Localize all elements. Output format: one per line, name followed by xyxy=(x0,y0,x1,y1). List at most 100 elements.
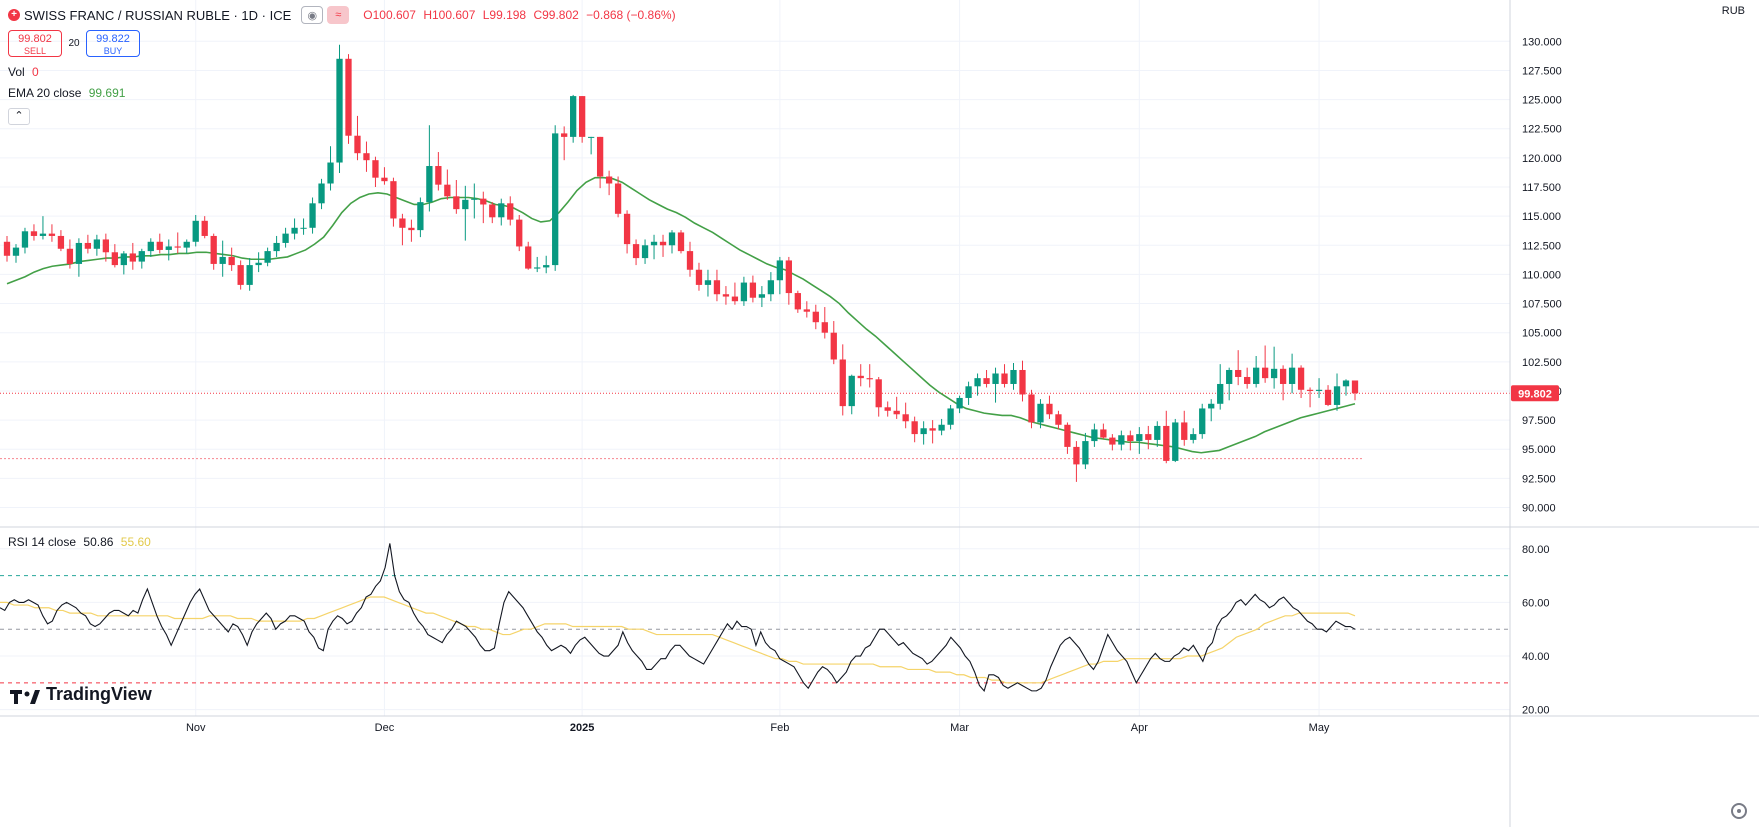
candle[interactable] xyxy=(758,286,766,308)
candle[interactable] xyxy=(138,248,145,269)
candle[interactable] xyxy=(93,234,101,256)
candle[interactable] xyxy=(1100,423,1107,439)
candle[interactable] xyxy=(237,260,244,290)
candle[interactable] xyxy=(1306,387,1314,408)
candle[interactable] xyxy=(525,241,532,270)
candle[interactable] xyxy=(1190,428,1197,444)
candle[interactable] xyxy=(830,321,837,365)
candle[interactable] xyxy=(66,239,74,269)
candle[interactable] xyxy=(1324,385,1332,407)
candle[interactable] xyxy=(902,402,909,429)
candle[interactable] xyxy=(713,269,721,302)
candle[interactable] xyxy=(1064,422,1071,454)
candle[interactable] xyxy=(1163,410,1170,464)
candle[interactable] xyxy=(677,230,685,254)
candle[interactable] xyxy=(938,418,945,436)
candle[interactable] xyxy=(48,224,56,242)
candle[interactable] xyxy=(812,304,819,330)
candle[interactable] xyxy=(102,233,109,262)
candle[interactable] xyxy=(417,197,424,238)
candle[interactable] xyxy=(111,244,118,268)
candle[interactable] xyxy=(75,238,83,277)
candle[interactable] xyxy=(1127,430,1134,451)
candle[interactable] xyxy=(965,381,972,405)
candle[interactable] xyxy=(659,234,667,257)
wave-icon[interactable]: ≈ xyxy=(327,6,350,24)
candle[interactable] xyxy=(354,115,361,161)
candle[interactable] xyxy=(650,234,658,260)
candle[interactable] xyxy=(857,364,864,387)
candle[interactable] xyxy=(489,202,496,224)
candle[interactable] xyxy=(686,241,694,277)
candle[interactable] xyxy=(1019,360,1026,402)
candle[interactable] xyxy=(426,125,433,212)
candle[interactable] xyxy=(255,252,262,273)
candle[interactable] xyxy=(929,420,936,444)
candle[interactable] xyxy=(345,54,352,144)
candle[interactable] xyxy=(794,290,801,313)
candle[interactable] xyxy=(570,94,577,143)
candle[interactable] xyxy=(1288,353,1296,394)
candle[interactable] xyxy=(1333,373,1341,411)
candle[interactable] xyxy=(1145,425,1152,450)
candle[interactable] xyxy=(1001,364,1008,388)
candle[interactable] xyxy=(534,256,541,273)
candle[interactable] xyxy=(884,401,891,417)
candle[interactable] xyxy=(246,258,253,291)
candle[interactable] xyxy=(623,210,631,254)
candle[interactable] xyxy=(695,262,703,291)
candle[interactable] xyxy=(1109,434,1116,451)
candle[interactable] xyxy=(641,239,649,264)
candle[interactable] xyxy=(1279,365,1287,401)
candle[interactable] xyxy=(219,240,226,277)
candle[interactable] xyxy=(543,255,550,274)
candle[interactable] xyxy=(767,272,775,302)
candle[interactable] xyxy=(210,233,217,270)
candle[interactable] xyxy=(579,96,586,143)
candle[interactable] xyxy=(516,214,523,252)
candle[interactable] xyxy=(3,235,11,262)
candle[interactable] xyxy=(192,214,199,247)
candle[interactable] xyxy=(390,177,397,227)
candle[interactable] xyxy=(1270,346,1278,389)
candle[interactable] xyxy=(282,227,289,248)
candle[interactable] xyxy=(920,421,927,445)
settings-icon[interactable] xyxy=(1731,803,1747,819)
candle[interactable] xyxy=(1181,410,1188,446)
candle[interactable] xyxy=(183,239,190,254)
candle[interactable] xyxy=(327,146,334,191)
candle[interactable] xyxy=(156,233,163,254)
candle[interactable] xyxy=(408,219,415,242)
candle[interactable] xyxy=(273,235,280,257)
candle[interactable] xyxy=(1351,380,1359,401)
candle[interactable] xyxy=(893,396,900,419)
candle[interactable] xyxy=(821,307,828,339)
candle[interactable] xyxy=(57,230,65,252)
candle[interactable] xyxy=(1037,399,1044,429)
candle[interactable] xyxy=(381,167,388,185)
candle[interactable] xyxy=(875,376,882,417)
candle[interactable] xyxy=(1010,362,1017,390)
candle[interactable] xyxy=(1342,379,1350,396)
candle[interactable] xyxy=(1154,421,1161,447)
buy-button[interactable]: 99.822 BUY xyxy=(86,30,140,57)
candle[interactable] xyxy=(561,126,568,161)
candle[interactable] xyxy=(399,213,406,246)
candle[interactable] xyxy=(587,136,595,155)
candle[interactable] xyxy=(1082,432,1089,470)
currency-label[interactable]: RUB xyxy=(1721,5,1745,17)
candle[interactable] xyxy=(552,125,559,271)
candle[interactable] xyxy=(309,197,316,234)
candle[interactable] xyxy=(983,369,990,388)
candle[interactable] xyxy=(1055,410,1062,430)
candle[interactable] xyxy=(336,44,343,174)
candle[interactable] xyxy=(201,216,208,239)
candle[interactable] xyxy=(291,218,298,240)
candle[interactable] xyxy=(507,196,514,226)
candle[interactable] xyxy=(1028,389,1035,429)
candle[interactable] xyxy=(1217,364,1224,410)
candle[interactable] xyxy=(1315,378,1323,398)
candle[interactable] xyxy=(1172,418,1179,463)
candle[interactable] xyxy=(435,152,442,191)
candle[interactable] xyxy=(129,242,136,270)
